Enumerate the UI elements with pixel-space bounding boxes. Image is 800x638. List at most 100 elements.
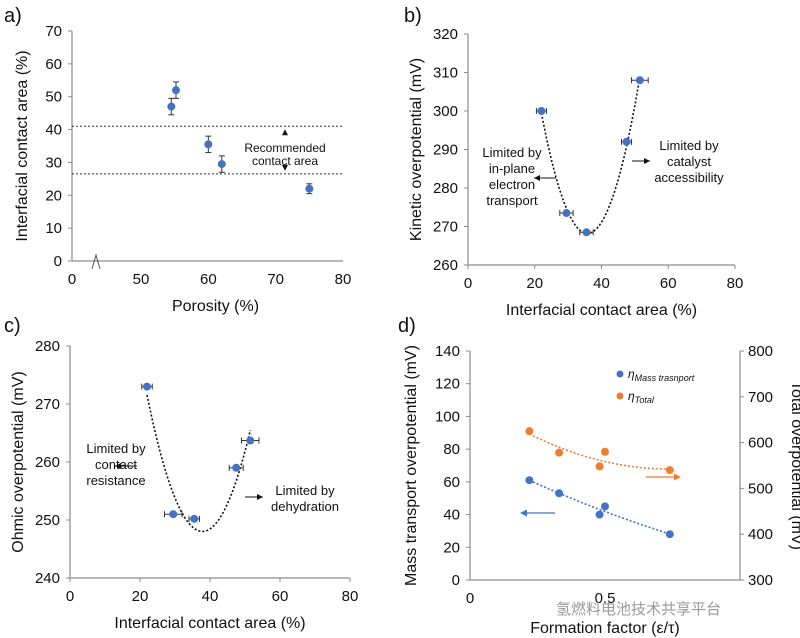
y-tick-right-label-d: 400 xyxy=(748,526,773,543)
x-tick-label-a: 70 xyxy=(267,271,284,288)
x-tick-label-b: 20 xyxy=(526,275,543,292)
annot-b-right-1: Limited by xyxy=(659,138,719,153)
y-axis-title-b: Kinetic overpotential (mV) xyxy=(408,58,425,241)
y-tick-label-a: 40 xyxy=(45,122,62,139)
x-tick-label-c: 40 xyxy=(202,588,219,605)
data-point-c-2 xyxy=(190,514,199,523)
x-axis-title-b: Interfacial contact area (%) xyxy=(506,302,697,319)
annot-c-left-3: resistance xyxy=(86,473,145,488)
x-tick-label-b: 0 xyxy=(464,275,472,292)
y-tick-label-a: 30 xyxy=(45,154,62,171)
x-tick-label-a: 50 xyxy=(133,271,150,288)
y-tick-label-d: 80 xyxy=(443,441,460,458)
data-point-d-0-2 xyxy=(595,510,604,519)
data-point-c-0 xyxy=(143,382,151,391)
y-tick-label-c: 260 xyxy=(35,454,60,471)
data-point-c-1 xyxy=(169,510,178,519)
data-point-d-0-0 xyxy=(525,476,534,485)
legend-d: ηMass trasnport ηTotal xyxy=(616,367,695,405)
data-point-d-0-4 xyxy=(665,530,674,539)
arrow-up-marker xyxy=(282,129,288,136)
y-axis-right-title-d: Total overpotential (mV) xyxy=(788,381,800,550)
data-point-d-1-0 xyxy=(525,427,534,436)
x-tick-label-b: 80 xyxy=(727,275,744,292)
data-point-d-1-4 xyxy=(665,466,674,475)
panel-c: 240 250 260 270 280 0 20 40 60 80 Interfacial cont… xyxy=(10,338,358,632)
recommended-label-line2: contact area xyxy=(252,154,318,168)
panel-label-d: d) xyxy=(398,315,416,337)
panel-d: 0 20 40 60 80 100 120 140 300 400 500 600 700 800 0 0.5… xyxy=(403,343,800,637)
data-point-a-3 xyxy=(217,160,226,169)
data-point-a-4 xyxy=(305,184,314,193)
data-point-b-2 xyxy=(582,228,591,237)
y-axis-title-d: Mass transport overpotential (mV) xyxy=(403,345,420,586)
y-tick-label-a: 20 xyxy=(45,187,62,204)
data-point-b-4 xyxy=(635,76,644,85)
x-tick-label-c: 0 xyxy=(66,588,74,605)
y-tick-label-a: 50 xyxy=(45,89,62,106)
annot-b-left-3: electron xyxy=(489,177,535,192)
y-tick-label-c: 280 xyxy=(35,338,60,355)
annot-b-right-3: accessibility xyxy=(654,170,724,185)
panel-label-c: c) xyxy=(4,315,21,337)
y-tick-label-a: 60 xyxy=(45,56,62,73)
annot-c-right-1: Limited by xyxy=(275,483,335,498)
trend-line-b xyxy=(540,76,641,235)
y-tick-label-d: 40 xyxy=(443,507,460,524)
data-point-a-1 xyxy=(172,86,181,95)
y-tick-label-d: 20 xyxy=(443,539,460,556)
annot-c-left-2: contact xyxy=(95,457,137,472)
y-tick-label-a: 70 xyxy=(45,23,62,40)
legend-label-total: ηTotal xyxy=(628,389,655,405)
x-axis-title-a: Porosity (%) xyxy=(172,298,259,315)
data-point-d-1-2 xyxy=(595,462,604,471)
data-point-c-3 xyxy=(232,463,241,472)
y-tick-label-b: 300 xyxy=(433,103,458,120)
data-point-d-1-3 xyxy=(601,447,609,456)
recommended-label-line1: Recommended xyxy=(244,141,325,155)
x-tick-label-a: 60 xyxy=(200,271,217,288)
y-tick-label-d: 60 xyxy=(443,474,460,491)
y-tick-label-d: 140 xyxy=(435,343,460,360)
axis-arrowhead-right xyxy=(674,473,681,481)
data-point-d-1-1 xyxy=(555,448,564,457)
data-point-d-0-3 xyxy=(601,502,609,511)
data-point-a-0 xyxy=(167,102,176,111)
annot-arrowhead-b-1 xyxy=(644,158,650,164)
watermark: 氢燃料电池技术共享平台 xyxy=(556,600,721,618)
x-tick-label-c: 80 xyxy=(342,588,359,605)
x-tick-label-d: 0 xyxy=(466,590,474,607)
x-tick-label-c: 20 xyxy=(132,588,149,605)
y-tick-label-d: 100 xyxy=(435,408,460,425)
annot-arrowhead-b-0 xyxy=(534,175,540,181)
y-tick-label-c: 240 xyxy=(35,570,60,587)
annot-b-left-2: in-plane xyxy=(489,161,535,176)
x-tick-label-d: 0.5 xyxy=(595,590,616,607)
y-tick-label-c: 250 xyxy=(35,512,60,529)
trend-line-d-0 xyxy=(529,479,671,535)
legend-label-mass: ηMass trasnport xyxy=(628,367,695,383)
annot-arrowhead-c-1 xyxy=(257,494,263,500)
annot-arrowhead-c-0 xyxy=(115,463,121,469)
y-axis-title-c: Ohmic overpotential (mV) xyxy=(10,371,27,552)
y-tick-label-b: 280 xyxy=(433,180,458,197)
panel-b: 260 270 280 290 300 310 320 0 20 40 60 80 Interfacia… xyxy=(408,26,743,319)
data-point-a-2 xyxy=(204,140,213,149)
legend-marker-mass xyxy=(616,370,624,378)
x-tick-label-b: 60 xyxy=(660,275,677,292)
y-tick-label-a: 10 xyxy=(45,220,62,237)
y-tick-label-c: 270 xyxy=(35,396,60,413)
y-tick-right-label-d: 300 xyxy=(748,572,773,589)
y-tick-right-label-d: 700 xyxy=(748,389,773,406)
y-tick-label-b: 320 xyxy=(433,26,458,43)
data-point-d-0-1 xyxy=(555,489,564,498)
x-tick-label-a: 80 xyxy=(335,271,352,288)
y-tick-label-b: 290 xyxy=(433,142,458,159)
y-axis-title-a: Interfacial contact area (%) xyxy=(14,50,31,241)
y-tick-label-b: 260 xyxy=(433,257,458,274)
y-tick-right-label-d: 500 xyxy=(748,480,773,497)
y-tick-label-b: 310 xyxy=(433,65,458,82)
y-tick-label-d: 120 xyxy=(435,376,460,393)
y-tick-label-b: 270 xyxy=(433,219,458,236)
